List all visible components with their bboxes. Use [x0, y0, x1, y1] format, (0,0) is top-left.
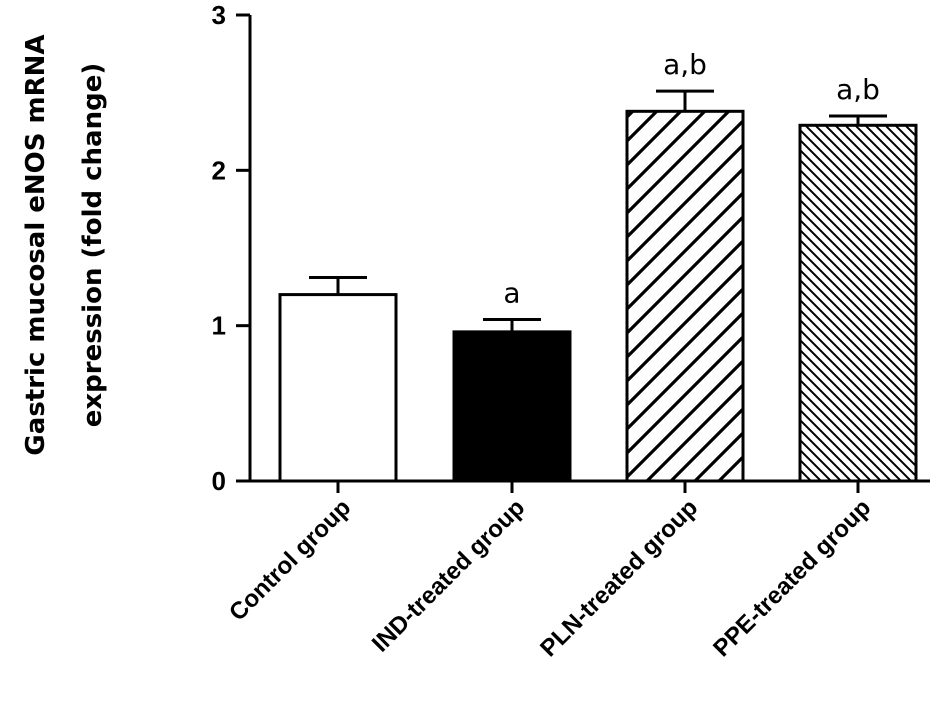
x-category-label: Control group [224, 494, 356, 626]
bar [278, 293, 398, 483]
y-tick-label: 0 [212, 466, 226, 496]
bars: a a,b a,b [278, 48, 918, 483]
y-axis-title: Gastric mucosal eNOS mRNA expression (fo… [21, 34, 108, 455]
bar [625, 109, 745, 483]
bar [452, 330, 572, 483]
y-tick-label: 3 [212, 0, 226, 30]
y-tick-label: 2 [212, 155, 226, 185]
bar [798, 123, 918, 483]
significance-label: a,b [663, 48, 707, 81]
significance-label: a,b [836, 73, 880, 106]
significance-label: a [503, 276, 520, 309]
y-axis: 0 1 2 3 [212, 0, 252, 496]
y-axis-title-line-1: Gastric mucosal eNOS mRNA [21, 34, 51, 455]
x-category-label: IND-treated group [367, 494, 530, 657]
y-tick-label: 1 [212, 311, 226, 341]
x-axis: Control group IND-treated group PLN-treate… [224, 479, 930, 662]
y-axis-title-line-2: expression (fold change) [78, 63, 108, 428]
x-category-label: PLN-treated group [535, 494, 703, 662]
x-category-label: PPE-treated group [708, 494, 876, 662]
